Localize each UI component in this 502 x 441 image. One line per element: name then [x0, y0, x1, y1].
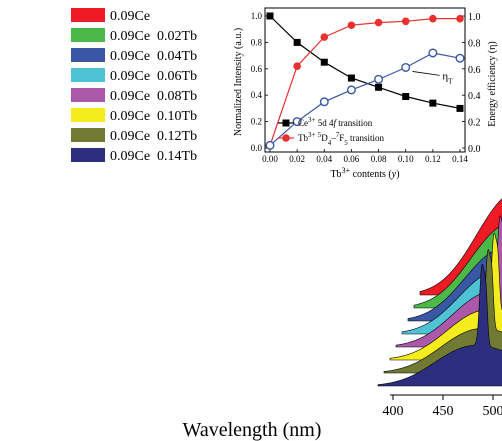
spectrum-6: [383, 249, 502, 374]
inset-ytick-right-label-0.8: 0.8: [468, 38, 481, 49]
spectra-waterfall: [377, 198, 502, 387]
inset-x-axis-title: Tb3+ contents (y): [330, 166, 399, 181]
inset-point-2-2: [319, 97, 329, 107]
inset-point-0-7: [456, 104, 464, 112]
legend-swatch-7: [71, 148, 105, 162]
inset-series-line-1: [269, 18, 460, 146]
inset-xtick-label-0.04: 0.04: [316, 154, 332, 164]
x-tick-label-500: 500: [483, 404, 502, 419]
inset-point-1-6: [429, 14, 437, 23]
spectrum-7: [377, 263, 502, 387]
inset-xtick-label-0.10: 0.10: [398, 154, 414, 164]
inset-point-1-3: [347, 21, 356, 30]
inset-xtick-label-0.00: 0.00: [262, 154, 278, 164]
inset-point-0-5: [402, 93, 410, 101]
inset-xtick-label-0.14: 0.14: [452, 154, 468, 164]
legend-swatch-1: [71, 28, 105, 42]
inset-point-0-4: [375, 83, 383, 91]
spectrum-5: [389, 232, 502, 361]
inset-point-0-0: [266, 12, 274, 20]
legend-label-7: 0.09Ce 0.14Tb: [110, 149, 197, 164]
eta-label: ηT: [442, 70, 453, 85]
inset-point-0-2: [320, 58, 328, 66]
inset-ytick-label-0.0: 0.0: [251, 143, 263, 153]
inset-point-1-5: [401, 17, 410, 26]
legend-label-2: 0.09Ce 0.04Tb: [110, 49, 197, 64]
x-tick-label-400: 400: [383, 404, 404, 419]
legend-swatch-3: [71, 68, 105, 82]
inset-point-0-1: [293, 38, 301, 46]
inset-ytick-label-0.6: 0.6: [251, 64, 263, 74]
legend-label-0: 0.09Ce: [110, 9, 150, 24]
inset-point-2-1: [292, 117, 302, 127]
inset-point-2-0: [265, 140, 275, 150]
x-tick-label-450: 450: [433, 404, 454, 419]
inset-legend-marker-1: [282, 134, 290, 142]
inset-series-line-2: [269, 52, 461, 146]
wavelength-axis: 400450500550600650700: [383, 394, 502, 419]
legend-swatch-0: [71, 8, 105, 22]
inset-y-axis-title: Normalized Intensity (a.u.): [233, 28, 244, 136]
inset-series-line-0: [269, 15, 461, 109]
inset-point-1-1: [293, 62, 301, 70]
inset-point-0-3: [347, 74, 355, 82]
inset-ytick-right-label-0.0: 0.0: [468, 144, 481, 155]
inset-point-1-4: [374, 18, 383, 27]
legend-swatch-5: [71, 108, 105, 122]
legend-label-1: 0.09Ce 0.02Tb: [110, 29, 197, 44]
legend-swatch-4: [71, 88, 105, 102]
legend-swatch-6: [71, 128, 105, 142]
inset-point-2-7: [455, 53, 465, 63]
legend: 0.09Ce 0.09Ce 0.02Tb 0.09Ce 0.04Tb 0.09Ce 0…: [71, 8, 197, 164]
inset-ytick-right-label-0.6: 0.6: [468, 65, 481, 76]
x-axis-title: Wavelength (nm): [183, 419, 322, 441]
inset-xtick-label-0.06: 0.06: [344, 154, 360, 164]
inset-point-2-5: [401, 62, 411, 72]
inset-ytick-label-1.0: 1.0: [251, 11, 263, 21]
inset-point-1-7: [456, 14, 464, 23]
inset-ytick-label-0.2: 0.2: [251, 117, 262, 127]
inset-ytick-label-0.8: 0.8: [251, 37, 263, 47]
inset-point-1-2: [320, 33, 329, 41]
inset-point-2-4: [374, 74, 384, 84]
legend-label-6: 0.09Ce 0.12Tb: [110, 129, 197, 144]
legend-label-5: 0.09Ce 0.10Tb: [110, 109, 197, 124]
inset-chart: 0.0 0.2 0.4 0.6 0.8 1.0 0.0 0.2 0.4 0.6 0.8 1.0 0.00…: [233, 7, 498, 181]
inset-ytick-label-0.4: 0.4: [251, 90, 263, 100]
legend-label-3: 0.09Ce 0.06Tb: [110, 69, 197, 84]
inset-xtick-label-0.08: 0.08: [371, 154, 387, 164]
inset-point-2-3: [346, 85, 356, 95]
inset-point-0-6: [429, 99, 437, 107]
inset-legend-label-0: Ce3+ 5d 4f transition: [298, 116, 373, 128]
inset-xtick-label-0.02: 0.02: [289, 154, 305, 164]
inset-point-2-6: [428, 48, 438, 58]
inset-ytick-right-label-0.4: 0.4: [468, 91, 481, 102]
inset-y-axis-title-right: Energy efficiency (η): [487, 41, 498, 126]
inset-ytick-right-label-1.0: 1.0: [468, 12, 481, 23]
inset-xtick-label-0.12: 0.12: [425, 154, 441, 164]
legend-label-4: 0.09Ce 0.08Tb: [110, 89, 197, 104]
inset-plot-area: [264, 7, 466, 153]
inset-legend-marker-0: [282, 119, 290, 127]
legend-swatch-2: [71, 48, 105, 62]
inset-ytick-right-label-0.2: 0.2: [468, 118, 481, 129]
eta-pointer: [412, 71, 440, 76]
